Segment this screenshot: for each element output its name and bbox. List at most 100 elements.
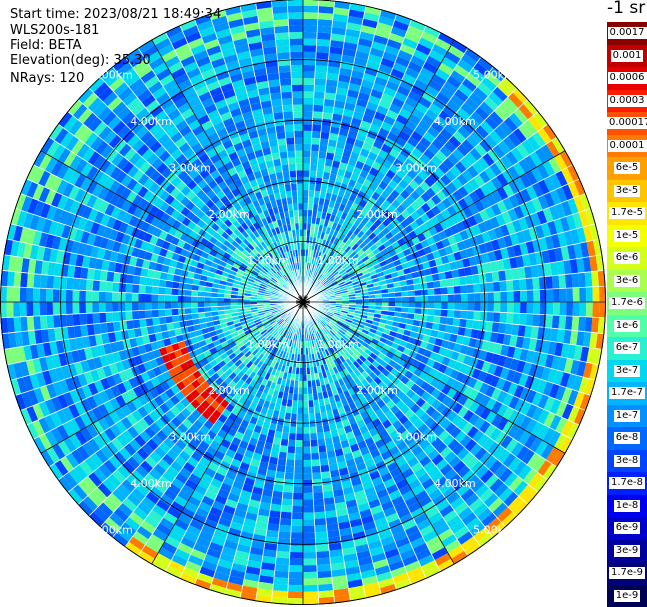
ppi-cell [275, 333, 282, 341]
ppi-cell [176, 355, 186, 365]
ppi-cell [485, 71, 502, 87]
ppi-cell [412, 277, 421, 285]
ppi-cell [319, 337, 324, 345]
ppi-cell [357, 154, 368, 164]
ppi-cell [363, 359, 372, 368]
ppi-cell [528, 115, 543, 132]
ppi-cell [451, 414, 463, 427]
ppi-cell [120, 329, 130, 341]
ppi-cell [290, 525, 303, 533]
ppi-cell [329, 555, 345, 565]
ppi-cell [381, 297, 389, 302]
ppi-cell [490, 176, 503, 191]
ppi-cell [431, 322, 440, 331]
ppi-cell [258, 327, 266, 333]
ppi-cell [374, 517, 388, 528]
ppi-cell [167, 530, 184, 543]
ppi-cell [335, 140, 346, 150]
ppi-cell [140, 352, 150, 364]
ppi-cell [553, 218, 564, 234]
ppi-cell [338, 268, 346, 275]
ppi-cell [282, 392, 289, 400]
ppi-cell [372, 454, 384, 465]
ppi-cell [337, 217, 345, 226]
ppi-cell [430, 329, 439, 338]
ppi-cell [385, 80, 400, 92]
ppi-cell [445, 216, 456, 228]
ppi-cell [93, 506, 110, 523]
ppi-cell [442, 434, 455, 447]
ppi-cell [314, 345, 320, 353]
ppi-cell [54, 459, 69, 477]
ppi-cell [330, 259, 337, 267]
ppi-cell [158, 441, 171, 454]
ppi-cell [342, 368, 350, 377]
ppi-cell [351, 343, 360, 351]
ppi-cell [246, 559, 262, 569]
ppi-cell [356, 44, 372, 54]
ppi-cell [198, 530, 214, 542]
ppi-cell [353, 315, 361, 321]
ppi-cell [512, 87, 529, 104]
ppi-cell [303, 150, 311, 158]
ppi-cell [137, 394, 149, 407]
ppi-cell [396, 440, 408, 452]
ppi-cell [316, 315, 322, 322]
ppi-cell [250, 302, 257, 305]
ppi-cell [272, 312, 280, 317]
ppi-cell [354, 104, 367, 115]
ppi-cell [61, 365, 72, 380]
ppi-cell [175, 334, 184, 343]
ppi-cell [352, 531, 367, 541]
ppi-cell [513, 205, 525, 220]
ppi-cell [446, 515, 462, 529]
ppi-cell [573, 243, 583, 259]
ppi-cell [567, 405, 580, 423]
ppi-cell [364, 157, 375, 168]
ppi-cell [124, 348, 134, 359]
ppi-cell [505, 221, 516, 235]
ppi-cell [437, 558, 455, 572]
ppi-cell [33, 273, 41, 289]
ppi-cell [105, 311, 114, 323]
ppi-cell [303, 407, 309, 414]
ppi-cell [355, 298, 363, 302]
ppi-cell [382, 208, 392, 219]
ppi-cell [401, 125, 415, 137]
ppi-cell [130, 365, 141, 378]
ppi-cell [375, 293, 382, 299]
ppi-cell [340, 155, 350, 165]
ppi-cell [375, 423, 386, 434]
ppi-cell [303, 25, 318, 33]
ppi-cell [281, 344, 287, 352]
ppi-cell [415, 548, 432, 561]
ppi-cell [283, 330, 289, 338]
ppi-cell [461, 120, 476, 135]
ppi-cell [309, 433, 318, 441]
ppi-cell [333, 287, 341, 292]
ppi-cell [345, 280, 353, 286]
ppi-cell [441, 356, 451, 367]
ppi-cell [349, 260, 357, 268]
ppi-cell [156, 429, 168, 442]
ppi-cell [483, 262, 492, 274]
ppi-cell [408, 113, 422, 126]
ppi-cell [561, 184, 574, 201]
ppi-cell [407, 313, 415, 320]
ppi-cell [183, 338, 193, 347]
ppi-cell [318, 144, 328, 153]
ppi-cell [329, 353, 336, 361]
ppi-cell [376, 364, 385, 373]
ppi-cell [284, 338, 289, 346]
ppi-cell [184, 478, 198, 491]
ppi-cell [291, 406, 298, 414]
ppi-cell [327, 59, 342, 68]
ppi-cell [132, 385, 144, 398]
ppi-cell [313, 271, 318, 279]
ppi-cell [413, 313, 421, 321]
ppi-cell [214, 355, 224, 364]
ppi-cell [465, 319, 474, 329]
ppi-cell [374, 438, 386, 449]
ppi-cell [493, 226, 504, 239]
ppi-cell [209, 506, 223, 518]
